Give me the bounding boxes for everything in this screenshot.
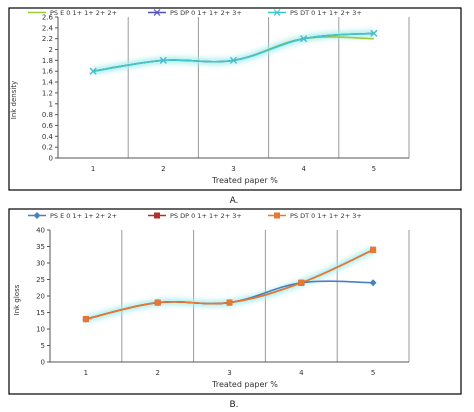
- chart-a: PS E 0 1+ 1+ 2+ 2+ PS DP 0 1+ 1+ 2+ 3+ PS …: [8, 7, 462, 191]
- chart-b-ylabel: Ink gloss: [13, 284, 21, 315]
- x-tick-label: 2: [155, 369, 159, 377]
- y-tick-label: 20: [36, 293, 45, 301]
- data-point: [230, 56, 237, 64]
- x-tick-label: 5: [371, 369, 375, 377]
- y-tick-label: 30: [36, 260, 45, 268]
- data-point: [370, 29, 378, 37]
- legend-marker: [154, 212, 160, 219]
- legend-label: PS E 0 1+ 1+ 2+ 2+: [50, 212, 117, 220]
- chart-b-caption: B.: [229, 400, 238, 410]
- y-tick-label: 0.2: [42, 144, 53, 152]
- data-point: [300, 35, 308, 43]
- y-tick-label: 2.2: [42, 35, 53, 43]
- chart-a-ylabel: Ink density: [10, 81, 18, 119]
- y-tick-label: 1.2: [42, 89, 53, 97]
- chart-a-xlabel: Treated paper %: [211, 176, 278, 185]
- y-tick-label: 35: [36, 243, 45, 251]
- data-point: [226, 299, 233, 306]
- legend-label: PS DT 0 1+ 1+ 2+ 3+: [290, 9, 362, 17]
- x-tick-label: 2: [161, 165, 165, 173]
- x-tick-label: 4: [299, 369, 304, 377]
- chart-a-plot: 0 0.2 0.4 0.6 0.8 1 1.2 1.4 1.6 1.8 2 2.2 2.4 2.6 1 2 3 4…: [42, 14, 410, 173]
- y-tick-label: 1.6: [42, 68, 54, 76]
- data-point: [159, 56, 167, 64]
- data-point: [369, 279, 377, 287]
- y-tick-label: 0: [41, 359, 45, 367]
- y-tick-label: 0.6: [42, 122, 54, 130]
- chart-a-legend: PS E 0 1+ 1+ 2+ 2+ PS DP 0 1+ 1+ 2+ 3+ PS …: [28, 9, 362, 17]
- y-tick-label: 15: [36, 309, 45, 317]
- y-tick-label: 0.8: [42, 111, 53, 119]
- data-point: [298, 279, 305, 286]
- chart-b: PS E 0 1+ 1+ 2+ 2+ PS DP 0 1+ 1+ 2+ 3+ PS …: [8, 208, 462, 395]
- data-point: [370, 246, 377, 253]
- legend-label: PS DP 0 1+ 1+ 2+ 3+: [170, 9, 242, 17]
- chart-a-caption: A.: [230, 196, 239, 206]
- x-tick-label: 1: [91, 165, 95, 173]
- x-tick-label: 3: [231, 165, 235, 173]
- y-tick-label: 0.4: [42, 133, 54, 141]
- legend-label: PS DP 0 1+ 1+ 2+ 3+: [170, 212, 242, 220]
- data-point: [82, 316, 89, 323]
- legend-marker: [153, 9, 161, 16]
- data-point: [154, 299, 161, 306]
- legend-marker: [274, 212, 280, 219]
- y-tick-label: 1.4: [42, 79, 54, 87]
- chart-b-legend: PS E 0 1+ 1+ 2+ 2+ PS DP 0 1+ 1+ 2+ 3+ PS …: [28, 212, 362, 220]
- y-tick-label: 40: [36, 227, 45, 235]
- chart-b-xlabel: Treated paper %: [211, 380, 278, 389]
- legend-label: PS E 0 1+ 1+ 2+ 2+: [50, 9, 117, 17]
- x-tick-label: 1: [84, 369, 88, 377]
- y-tick-label: 0: [49, 155, 53, 163]
- legend-label: PS DT 0 1+ 1+ 2+ 3+: [290, 212, 362, 220]
- legend-marker: [33, 212, 41, 219]
- y-tick-label: 2.6: [42, 14, 54, 22]
- y-tick-label: 1: [49, 100, 53, 108]
- x-tick-label: 4: [301, 165, 306, 173]
- y-tick-label: 25: [36, 276, 45, 284]
- y-tick-label: 10: [36, 326, 45, 334]
- chart-a-frame: [8, 7, 462, 191]
- y-tick-label: 5: [41, 342, 45, 350]
- data-point: [89, 67, 97, 75]
- y-tick-label: 1.8: [42, 57, 53, 65]
- y-tick-label: 2.4: [42, 24, 54, 32]
- y-tick-label: 2: [49, 46, 53, 54]
- x-tick-label: 3: [227, 369, 231, 377]
- x-tick-label: 5: [372, 165, 376, 173]
- chart-b-plot: 0 5 10 15 20 25 30 35 40 1 2 3 4 5: [36, 227, 410, 377]
- legend-marker: [273, 9, 281, 16]
